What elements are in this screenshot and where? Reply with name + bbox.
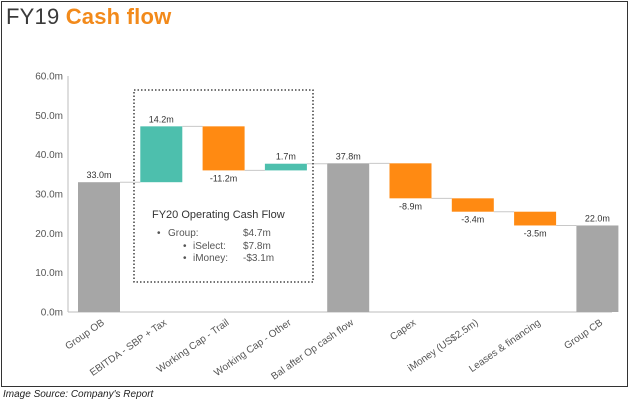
annotation-row-value: $4.7m (243, 228, 271, 239)
data-label: 1.7m (276, 152, 296, 162)
x-category-label: Capex (388, 317, 418, 343)
annotation-row-label: Group: (168, 228, 199, 239)
bar-decrease (451, 198, 494, 212)
image-source-caption: Image Source: Company's Report (3, 389, 154, 400)
bar-total (78, 182, 120, 312)
bar-decrease (389, 163, 432, 199)
bar-total (327, 163, 370, 312)
annotation-row-label: iMoney: (193, 253, 228, 264)
annotation-row-label: iSelect: (193, 241, 226, 252)
y-tick-label: 50.0m (35, 111, 63, 122)
annotation-bullet: • (157, 228, 161, 239)
y-tick-label: 30.0m (35, 190, 63, 201)
waterfall-chart: 0.0m 10.0m 20.0m 30.0m 40.0m 50.0m 60.0m 33.0m G… (35, 72, 619, 383)
annotation-row-value: -$3.1m (243, 253, 274, 264)
bar-decrease (514, 211, 557, 226)
annotation-bullet: • (183, 241, 187, 252)
x-category-label: Group OB (64, 317, 107, 352)
data-label: -3.4m (461, 215, 484, 225)
bar-total (576, 225, 619, 312)
page-title: FY19 Cash flow (6, 4, 171, 30)
data-label: -3.5m (524, 228, 547, 238)
x-category-label: Group CB (562, 317, 605, 352)
y-tick-label: 0.0m (41, 308, 63, 319)
bar-increase (264, 163, 307, 171)
data-label: 33.0m (86, 170, 111, 180)
annotation-row-value: $7.8m (243, 241, 271, 252)
data-label: -11.2m (210, 173, 237, 183)
annotation-title: FY20 Operating Cash Flow (152, 209, 285, 221)
data-label: -8.9m (399, 201, 422, 211)
y-tick-label: 20.0m (35, 229, 63, 240)
data-label: 22.0m (585, 213, 610, 223)
data-label: 14.2m (149, 114, 174, 124)
bar-decrease (202, 126, 245, 171)
title-main: Cash flow (65, 4, 172, 29)
bar-increase (140, 126, 183, 183)
y-tick-label: 60.0m (35, 72, 63, 83)
title-prefix: FY19 (6, 4, 60, 29)
data-label: 37.8m (336, 151, 361, 161)
annotation-bullet: • (183, 253, 187, 264)
y-tick-label: 10.0m (35, 268, 63, 279)
y-tick-label: 40.0m (35, 150, 63, 161)
